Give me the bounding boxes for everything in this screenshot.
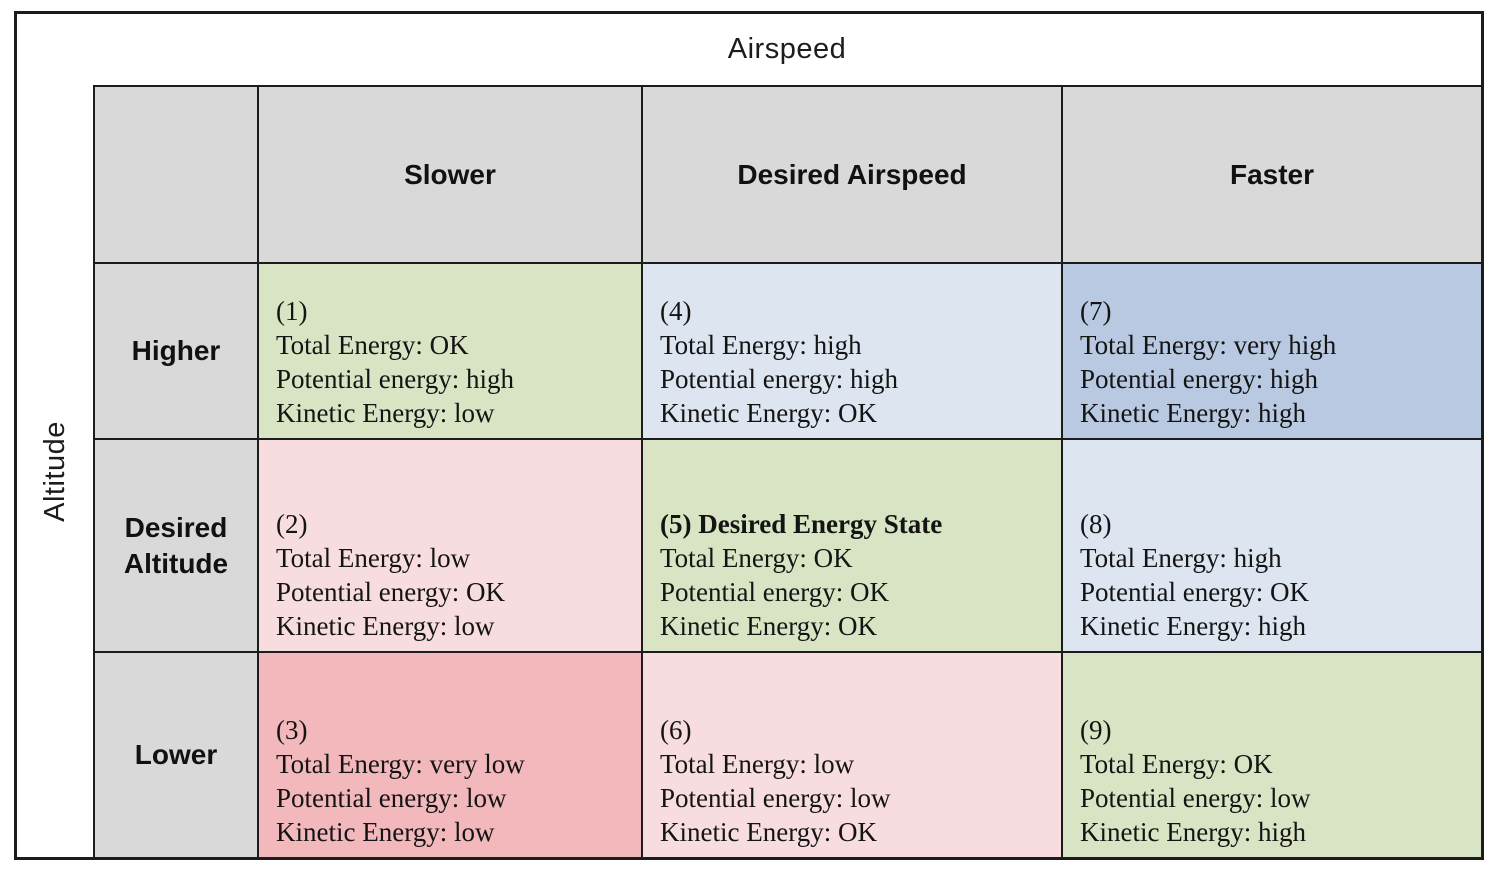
energy-state-matrix-figure: Airspeed Altitude Slower Desired Airspee… [14, 11, 1484, 860]
cell-number: (8) [1080, 509, 1112, 539]
cell-number: (1) [276, 296, 308, 326]
airspeed-axis-band: Airspeed [93, 14, 1481, 85]
potential-energy-line: Potential energy: low [660, 783, 891, 813]
potential-energy-line: Potential energy: OK [276, 577, 505, 607]
cell-number: (6) [660, 715, 692, 745]
cell-number: (4) [660, 296, 692, 326]
row-header-desired-altitude: Desired Altitude [95, 440, 259, 653]
potential-energy-line: Potential energy: low [276, 783, 507, 813]
matrix-body: Altitude Slower Desired Airspeed Faster … [17, 85, 1481, 857]
cell-number: (3) [276, 715, 308, 745]
matrix-cell-7: (7) Total Energy: very high Potential en… [1063, 264, 1481, 440]
potential-energy-line: Potential energy: high [660, 364, 898, 394]
matrix-cell-3: (3) Total Energy: very low Potential ene… [259, 653, 643, 857]
col-header-faster: Faster [1063, 87, 1481, 264]
total-energy-line: Total Energy: high [660, 330, 862, 360]
kinetic-energy-line: Kinetic Energy: high [1080, 817, 1306, 847]
matrix-cell-4: (4) Total Energy: high Potential energy:… [643, 264, 1063, 440]
total-energy-line: Total Energy: very high [1080, 330, 1337, 360]
kinetic-energy-line: Kinetic Energy: low [276, 398, 495, 428]
total-energy-line: Total Energy: low [276, 543, 471, 573]
kinetic-energy-line: Kinetic Energy: OK [660, 611, 877, 641]
total-energy-line: Total Energy: OK [660, 543, 853, 573]
row-header-higher: Higher [95, 264, 259, 440]
row-header-lower: Lower [95, 653, 259, 857]
kinetic-energy-line: Kinetic Energy: OK [660, 398, 877, 428]
cell-number: (7) [1080, 296, 1112, 326]
matrix-cell-1: (1) Total Energy: OK Potential energy: h… [259, 264, 643, 440]
total-energy-line: Total Energy: OK [276, 330, 469, 360]
total-energy-line: Total Energy: OK [1080, 749, 1273, 779]
desired-energy-state-heading: (5) Desired Energy State [660, 509, 943, 539]
potential-energy-line: Potential energy: OK [1080, 577, 1309, 607]
total-energy-line: Total Energy: very low [276, 749, 525, 779]
potential-energy-line: Potential energy: high [1080, 364, 1318, 394]
potential-energy-line: Potential energy: low [1080, 783, 1311, 813]
matrix-cell-5: (5) Desired Energy State Total Energy: O… [643, 440, 1063, 653]
potential-energy-line: Potential energy: high [276, 364, 514, 394]
matrix-cell-6: (6) Total Energy: low Potential energy: … [643, 653, 1063, 857]
cell-number: (2) [276, 509, 308, 539]
total-energy-line: Total Energy: low [660, 749, 855, 779]
altitude-axis-band: Altitude [17, 85, 93, 857]
kinetic-energy-line: Kinetic Energy: low [276, 611, 495, 641]
kinetic-energy-line: Kinetic Energy: low [276, 817, 495, 847]
corner-cell [95, 87, 259, 264]
col-header-desired-airspeed: Desired Airspeed [643, 87, 1063, 264]
kinetic-energy-line: Kinetic Energy: OK [660, 817, 877, 847]
row-axis-title: Altitude [38, 420, 71, 522]
kinetic-energy-line: Kinetic Energy: high [1080, 398, 1306, 428]
kinetic-energy-line: Kinetic Energy: high [1080, 611, 1306, 641]
cell-number: (9) [1080, 715, 1112, 745]
matrix-cell-9: (9) Total Energy: OK Potential energy: l… [1063, 653, 1481, 857]
matrix-cell-2: (2) Total Energy: low Potential energy: … [259, 440, 643, 653]
energy-state-table: Slower Desired Airspeed Faster Higher (1… [93, 85, 1481, 857]
col-header-slower: Slower [259, 87, 643, 264]
col-axis-title: Airspeed [727, 33, 847, 65]
potential-energy-line: Potential energy: OK [660, 577, 889, 607]
matrix-cell-8: (8) Total Energy: high Potential energy:… [1063, 440, 1481, 653]
total-energy-line: Total Energy: high [1080, 543, 1282, 573]
